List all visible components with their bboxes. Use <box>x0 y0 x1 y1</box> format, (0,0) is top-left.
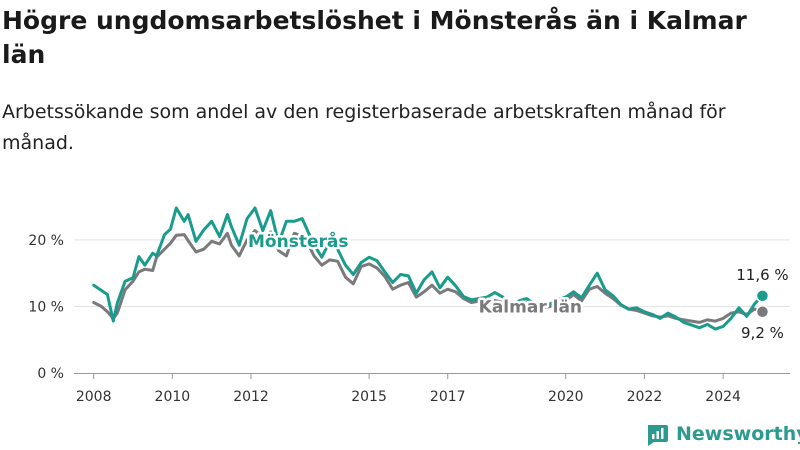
newsworthy-logo-icon <box>648 425 668 446</box>
series-name-kalmar-lan: Kalmar län <box>479 297 582 317</box>
axes: 0 % 10 % 20 % 2008 2010 2012 2015 2017 2020 2022 2… <box>28 233 790 405</box>
x-tick-label: 2010 <box>155 389 191 405</box>
y-tick-label: 20 % <box>28 233 64 249</box>
x-tick-label: 2012 <box>233 389 269 405</box>
chart-subtitle: Arbetssökande som andel av den registerb… <box>2 101 726 154</box>
series-lines <box>92 206 770 331</box>
end-point-monsteras <box>755 289 770 303</box>
x-tick-label: 2008 <box>76 389 112 405</box>
brand-name: Newsworthy <box>676 423 800 445</box>
series-name-monsteras-halo: Mönsterås <box>248 230 348 252</box>
series-name-kalmar-lan-halo: Kalmar län <box>479 297 582 317</box>
chart-title: Högre ungdomsarbetslöshet i Mönsterås än… <box>2 6 747 69</box>
end-label-kalmar-lan: 9,2 % <box>741 324 784 342</box>
x-tick-label: 2015 <box>351 389 387 405</box>
x-tick-label: 2022 <box>627 389 663 405</box>
series-line-monsteras <box>92 206 764 331</box>
x-tick-label: 2024 <box>705 389 741 405</box>
newsworthy-logo: Newsworthy <box>646 420 800 448</box>
end-point-kalmar-lan <box>755 305 770 319</box>
end-label-monsteras: 11,6 % <box>736 266 788 284</box>
x-tick-label: 2017 <box>430 389 466 405</box>
y-tick-label: 0 % <box>37 366 64 382</box>
grid-lines <box>74 239 790 307</box>
x-tick-label: 2020 <box>548 389 584 405</box>
series-name-monsteras: Mönsterås <box>248 230 348 252</box>
y-tick-label: 10 % <box>28 299 64 315</box>
